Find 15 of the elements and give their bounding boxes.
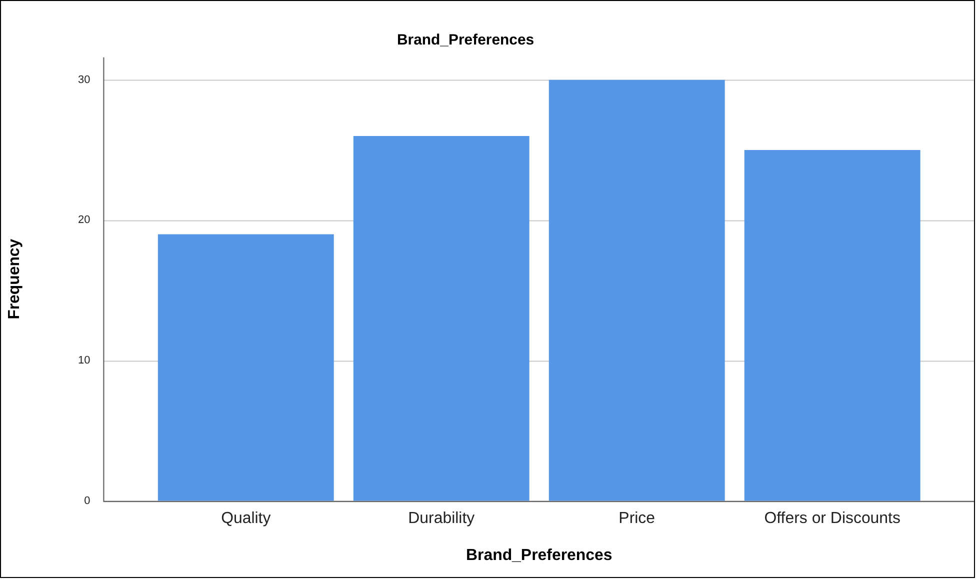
bar [158, 234, 334, 501]
x-axis-title: Brand_Preferences [466, 546, 612, 564]
x-tick-label: Quality [221, 510, 271, 527]
y-tick-label: 30 [78, 74, 90, 86]
bar [744, 150, 920, 501]
y-tick-label: 20 [78, 214, 90, 226]
bar [353, 136, 530, 501]
bar [548, 80, 725, 501]
x-tick-label: Price [618, 510, 656, 527]
y-tick-label: 10 [78, 354, 90, 367]
x-tick-label: Offers or Discounts [764, 510, 900, 527]
chart-title: Brand_Preferences [396, 32, 534, 49]
y-tick-label: 0 [84, 494, 90, 507]
x-tick-label: Durability [408, 510, 475, 527]
y-axis-title: Frequency [6, 238, 23, 320]
